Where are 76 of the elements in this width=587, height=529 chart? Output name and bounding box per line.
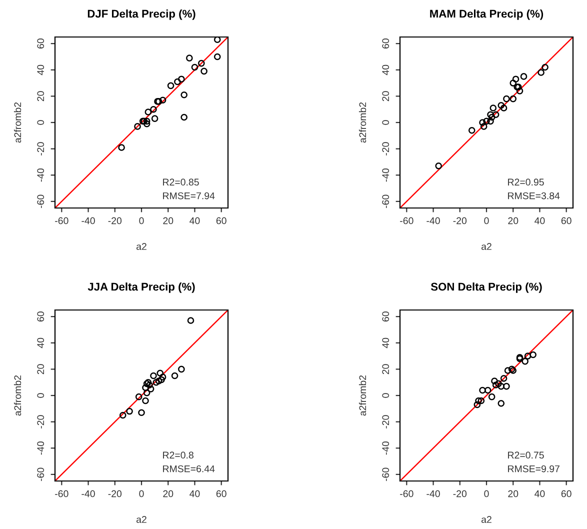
- y-tick-label: 0: [382, 120, 390, 125]
- x-tick-label: 0: [484, 490, 489, 498]
- y-tick-label: 40: [37, 64, 44, 76]
- x-axis-title: a2: [136, 243, 146, 250]
- x-tick-label: -40: [426, 490, 440, 498]
- y-tick-label: -40: [37, 441, 44, 455]
- x-tick-label: 60: [216, 217, 226, 224]
- x-tick-label: -40: [426, 217, 440, 224]
- x-tick-label: 0: [484, 217, 489, 224]
- y-tick-label: 0: [37, 393, 44, 398]
- x-tick-label: 20: [163, 217, 174, 224]
- chart-title: DJF Delta Precip (%): [88, 10, 196, 20]
- y-tick-label: -20: [382, 415, 390, 428]
- x-axis-title: a2: [482, 516, 492, 523]
- y-tick-label: 40: [37, 338, 44, 348]
- y-tick-label: -60: [382, 194, 390, 208]
- x-tick-label: -20: [108, 217, 122, 224]
- y-tick-label: 40: [382, 64, 390, 76]
- y-tick-label: 20: [382, 91, 390, 102]
- y-tick-label: 40: [382, 338, 390, 348]
- y-tick-label: 20: [37, 364, 44, 374]
- annotation: R2=0.95: [508, 178, 544, 186]
- y-tick-label: -60: [382, 468, 390, 482]
- x-tick-label: 60: [216, 490, 226, 498]
- x-axis-title: a2: [482, 243, 492, 250]
- y-tick-label: 20: [37, 91, 44, 102]
- y-tick-label: -60: [37, 194, 44, 208]
- chart-title: SON Delta Precip (%): [430, 282, 542, 293]
- annotation: R2=0.8: [163, 452, 194, 459]
- x-tick-label: -40: [82, 490, 95, 498]
- y-tick-label: -40: [37, 168, 44, 182]
- chart-title: MAM Delta Precip (%): [430, 10, 544, 20]
- y-axis-title: a2fromb2: [358, 375, 366, 416]
- annotation: R2=0.85: [163, 178, 199, 186]
- annotation: RMSE=9.97: [508, 465, 560, 472]
- annotation: RMSE=6.44: [163, 465, 215, 472]
- y-tick-label: -20: [382, 142, 390, 156]
- x-tick-label: 60: [561, 490, 572, 498]
- y-tick-label: 0: [37, 120, 44, 125]
- y-tick-label: -60: [37, 468, 44, 482]
- y-tick-label: -40: [382, 168, 390, 182]
- y-axis-title: a2fromb2: [358, 102, 366, 143]
- y-tick-label: 20: [382, 364, 390, 374]
- annotation: R2=0.75: [508, 452, 544, 459]
- y-tick-label: 60: [382, 312, 390, 322]
- x-tick-label: 0: [139, 217, 144, 224]
- y-tick-label: -40: [382, 441, 390, 455]
- x-tick-label: 60: [561, 217, 572, 224]
- y-axis-title: a2fromb2: [14, 375, 22, 416]
- y-tick-label: -20: [37, 142, 44, 156]
- y-tick-label: 60: [37, 312, 44, 322]
- x-tick-label: -20: [453, 490, 467, 498]
- x-tick-label: -20: [108, 490, 122, 498]
- x-tick-label: 20: [508, 490, 518, 498]
- x-axis-title: a2: [136, 516, 146, 523]
- x-tick-label: -60: [55, 490, 68, 498]
- x-tick-label: 40: [190, 490, 200, 498]
- y-tick-label: -20: [37, 415, 44, 428]
- x-tick-label: 40: [534, 490, 545, 498]
- chart-title: JJA Delta Precip (%): [88, 282, 195, 293]
- x-tick-label: -60: [400, 490, 414, 498]
- x-tick-label: -60: [55, 217, 68, 224]
- annotation: RMSE=7.94: [163, 192, 215, 200]
- y-tick-label: 60: [382, 38, 390, 48]
- x-tick-label: -20: [453, 217, 467, 224]
- x-tick-label: 20: [163, 490, 174, 498]
- y-axis-title: a2fromb2: [14, 102, 22, 143]
- y-tick-label: 0: [382, 393, 390, 398]
- x-tick-label: 40: [190, 217, 200, 224]
- annotation: RMSE=3.84: [508, 192, 560, 200]
- x-tick-label: 0: [139, 490, 144, 498]
- x-tick-label: -40: [82, 217, 95, 224]
- y-tick-label: 60: [37, 38, 44, 48]
- x-tick-label: 40: [534, 217, 545, 224]
- x-tick-label: -60: [400, 217, 414, 224]
- x-tick-label: 20: [508, 217, 518, 224]
